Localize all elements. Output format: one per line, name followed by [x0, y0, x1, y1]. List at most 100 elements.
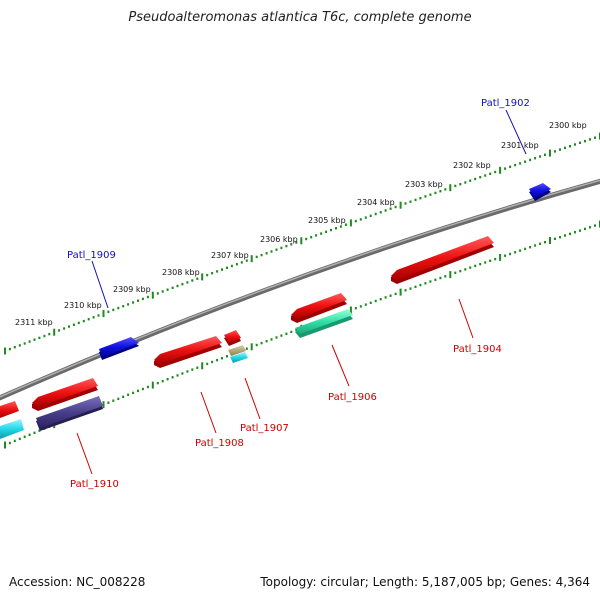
ruler-forward-minor-tick	[196, 277, 199, 280]
ruler-reverse-minor-tick	[424, 282, 427, 285]
map-title: Pseudoalteromonas atlantica T6c, complet…	[128, 10, 472, 25]
ruler-forward-minor-tick	[424, 195, 427, 198]
genome-backbone	[0, 178, 600, 401]
ruler-reverse-minor-tick	[33, 431, 36, 434]
ruler-reverse-minor-tick	[464, 268, 467, 271]
ruler-forward-minor-tick	[359, 218, 362, 221]
ruler-reverse-minor-tick	[38, 429, 41, 432]
gene-patl-1908[interactable]	[154, 336, 222, 368]
ruler-reverse-minor-tick	[559, 236, 561, 239]
ruler-forward-minor-tick	[554, 150, 556, 153]
leader-patl-1909	[91, 260, 109, 309]
ruler-reverse-minor-tick	[146, 385, 149, 389]
ruler-forward-minor-tick	[97, 314, 100, 317]
label-patl-1902[interactable]: Patl_1902	[481, 98, 530, 109]
gene-patl-1907-red[interactable]	[224, 330, 241, 346]
ruler-forward-minor-tick	[344, 223, 347, 226]
ruler-reverse-minor-tick	[484, 261, 487, 264]
ruler-reverse-minor-tick	[137, 389, 139, 393]
ruler-forward-minor-tick	[364, 216, 367, 219]
ruler-reverse-minor-tick	[132, 391, 135, 395]
ruler-forward-minor-tick	[181, 283, 184, 286]
accession-text: Accession: NC_008228	[9, 575, 146, 589]
ruler-forward-minor-tick	[137, 299, 139, 302]
gene-patl-1902[interactable]	[529, 183, 551, 201]
ruler-forward-minor-tick	[389, 207, 392, 210]
label-patl-1904[interactable]: Patl_1904	[453, 344, 502, 355]
ruler-forward-minor-tick	[469, 179, 472, 182]
ruler-reverse-minor-tick	[569, 232, 571, 236]
ruler-forward-minor-tick	[459, 183, 462, 186]
ruler-forward-minor-tick	[474, 177, 477, 181]
ruler-forward-minor-tick	[544, 153, 546, 156]
ruler-forward-minor-tick	[404, 202, 407, 205]
ruler-reverse-minor-tick	[161, 380, 164, 383]
ruler-forward-minor-tick	[589, 138, 591, 141]
label-patl-1910[interactable]: Patl_1910	[70, 479, 119, 490]
gene-patl-1906-red[interactable]	[291, 293, 347, 323]
ruler-forward-minor-tick	[529, 158, 532, 162]
ruler-reverse-major-tick	[549, 237, 551, 244]
ruler-forward-minor-tick	[564, 146, 566, 150]
ruler-forward-minor-tick	[171, 286, 174, 289]
ruler-reverse	[4, 220, 600, 449]
ruler-forward-minor-tick	[8, 347, 11, 351]
ruler-forward-minor-tick	[579, 141, 581, 144]
ruler-reverse-minor-tick	[474, 264, 477, 268]
ruler-forward-minor-tick	[270, 250, 273, 253]
ruler-reverse-minor-tick	[295, 328, 298, 332]
ruler-forward-minor-tick	[275, 248, 278, 251]
ruler-reverse-minor-tick	[285, 332, 288, 335]
gene-edge-cyan[interactable]	[0, 419, 24, 439]
label-patl-1909[interactable]: Patl_1909	[67, 250, 116, 261]
ruler-forward-minor-tick	[285, 244, 288, 248]
gene-patl-1909[interactable]	[99, 337, 139, 360]
gene-edge-red[interactable]	[0, 401, 19, 418]
ruler-forward-minor-tick	[176, 284, 179, 288]
ruler-reverse-minor-tick	[221, 357, 223, 360]
ruler-reverse-minor-tick	[384, 296, 387, 299]
ruler-reverse-minor-tick	[374, 299, 377, 303]
ruler-forward-minor-tick	[584, 139, 586, 143]
ruler-forward-minor-tick	[82, 319, 85, 323]
ruler-forward-minor-tick	[43, 334, 46, 338]
ruler-forward-minor-tick	[384, 209, 387, 212]
ruler-reverse-minor-tick	[514, 251, 517, 254]
ruler-forward-minor-tick	[141, 297, 144, 301]
gene-patl-1910-red[interactable]	[32, 378, 98, 411]
label-patl-1906[interactable]: Patl_1906	[328, 392, 377, 403]
gene-patl-1904[interactable]	[391, 236, 494, 284]
ruler-reverse-minor-tick	[504, 254, 507, 257]
leader-patl-1907	[244, 377, 261, 420]
ruler-forward-minor-tick	[534, 157, 537, 160]
ruler-forward-minor-tick	[519, 162, 522, 165]
ruler-reverse-minor-tick	[122, 395, 125, 398]
gene-patl-1910[interactable]	[36, 396, 103, 431]
ruler-forward-major-tick	[549, 149, 551, 157]
ruler-forward-major-tick	[53, 328, 56, 336]
ruler-reverse-minor-tick	[28, 433, 31, 436]
ruler-reverse-minor-tick	[544, 241, 546, 244]
ruler-forward-minor-tick	[354, 219, 357, 223]
ruler-reverse-minor-tick	[359, 305, 362, 308]
ruler-forward-major-tick	[300, 237, 303, 245]
ruler-forward-major-tick	[201, 273, 204, 281]
ruler-reverse-major-tick	[499, 253, 502, 261]
ruler-label-2300: 2300 kbp	[549, 121, 587, 130]
ruler-reverse-minor-tick	[211, 360, 214, 364]
ruler-reverse-minor-tick	[107, 401, 110, 404]
ruler-reverse-minor-tick	[509, 252, 512, 256]
ruler-forward-minor-tick	[13, 346, 16, 349]
ruler-forward-minor-tick	[305, 237, 308, 241]
ruler-reverse-minor-tick	[584, 227, 586, 231]
label-patl-1907[interactable]: Patl_1907	[240, 423, 289, 434]
ruler-reverse-minor-tick	[594, 224, 596, 227]
label-patl-1908[interactable]: Patl_1908	[195, 438, 244, 449]
gene-patl-1907[interactable]	[228, 345, 248, 363]
ruler-forward-minor-tick	[48, 332, 51, 336]
ruler-forward-minor-tick	[290, 243, 293, 246]
gene-patl-1906[interactable]	[295, 309, 353, 338]
ruler-reverse-major-tick	[449, 271, 452, 279]
ruler-reverse-minor-tick	[13, 439, 16, 443]
